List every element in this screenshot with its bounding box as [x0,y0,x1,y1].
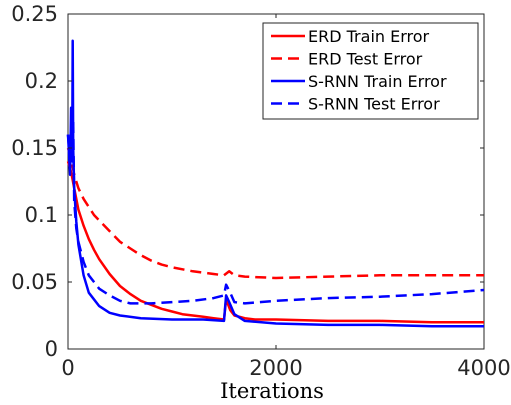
series-line-erd-train-error [66,161,484,324]
series-line-s-rnn-test-error [66,119,485,305]
series-line-erd-test-error [66,147,484,280]
series-layer [66,39,485,328]
legend-label-s-rnn-train-error: S-RNN Train Error [308,72,447,91]
x-tick-label: 0 [61,356,74,380]
legend-label-erd-train-error: ERD Train Error [308,27,430,46]
y-tick-label: 0.15 [11,136,58,160]
series-line-s-rnn-train-error [66,39,484,328]
x-tick-label: 2000 [249,356,302,380]
tick-layer: 0 0.05 0.1 0.15 0.2 0.25 0 2000 4000 [11,2,510,380]
y-tick-label: 0 [45,337,58,361]
x-tick-label: 4000 [457,356,510,380]
y-tick-label: 0.2 [25,69,58,93]
legend-label-erd-test-error: ERD Test Error [308,50,423,69]
y-tick-label: 0.1 [25,203,58,227]
legend: ERD Train Error ERD Test Error S-RNN Train… [262,22,479,120]
x-axis-title: Iterations [220,379,324,403]
y-tick-label: 0.05 [11,270,58,294]
y-tick-label: 0.25 [11,2,58,26]
legend-label-s-rnn-test-error: S-RNN Test Error [308,95,440,114]
